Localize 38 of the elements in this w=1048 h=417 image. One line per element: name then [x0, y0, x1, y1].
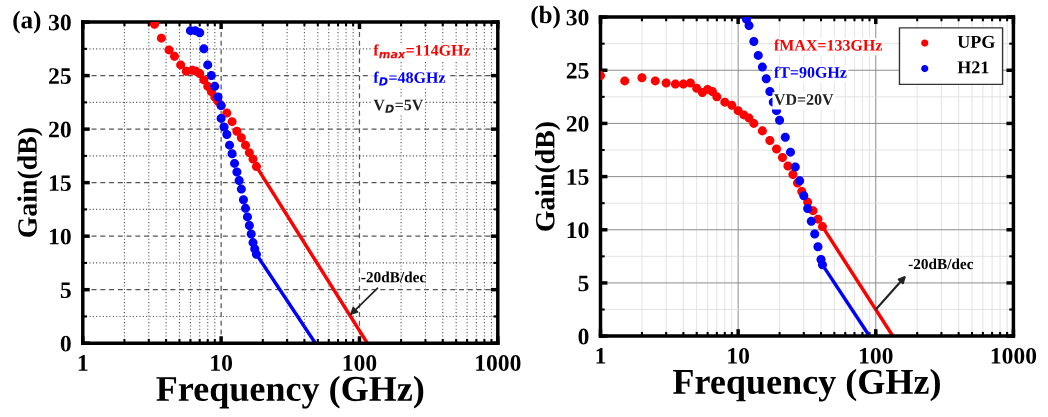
annotation: fT=90GHz	[774, 66, 847, 78]
annotation: -20dB/dec	[361, 271, 426, 283]
chart-title: (a)	[13, 10, 41, 34]
legend-label: UPG	[957, 35, 995, 48]
annotation: -20dB/dec	[908, 258, 974, 270]
annotation: f$_{max}$=114GHz	[373, 44, 471, 59]
y-tick-label: 0	[60, 335, 71, 352]
y-tick-label: 10	[567, 222, 589, 239]
x-axis-title: Frequency (GHz)	[673, 368, 940, 402]
annotation: VD=20V	[774, 94, 834, 105]
chart-title: (b)	[531, 5, 560, 29]
annotation: f$_{D}$=48GHz	[373, 71, 446, 86]
annotation: fMAX=133GHz	[774, 39, 883, 51]
x-tick-label: 100	[343, 354, 377, 371]
x-tick-label: 1000	[476, 354, 521, 371]
y-tick-label: 15	[49, 175, 71, 192]
x-tick-label: 1	[596, 348, 606, 364]
y-tick-label: 20	[566, 115, 589, 132]
x-tick-label: 10	[728, 347, 750, 364]
y-tick-label: 30	[48, 14, 71, 31]
y-tick-label: 25	[49, 68, 71, 85]
y-tick-label: 10	[49, 228, 71, 245]
y-tick-label: 5	[60, 282, 71, 299]
y-tick-label: 20	[49, 121, 71, 138]
y-axis-title: Gain(dB)	[535, 122, 561, 231]
x-tick-label: 10	[211, 354, 233, 371]
y-tick-label: 0	[578, 328, 589, 345]
x-axis-title: Frequency (GHz)	[156, 375, 424, 409]
x-tick-label: 100	[859, 347, 893, 364]
y-tick-label: 5	[578, 275, 589, 292]
x-tick-label: 1000	[991, 347, 1037, 364]
y-axis-title: Gain(dB)	[17, 128, 43, 237]
x-tick-label: 1	[78, 355, 88, 371]
annotation: V$_{D}$=5V	[373, 99, 424, 113]
y-tick-label: 15	[567, 169, 589, 186]
y-tick-label: 25	[566, 62, 589, 79]
y-tick-label: 30	[566, 9, 589, 26]
legend-label: H21	[957, 61, 989, 74]
